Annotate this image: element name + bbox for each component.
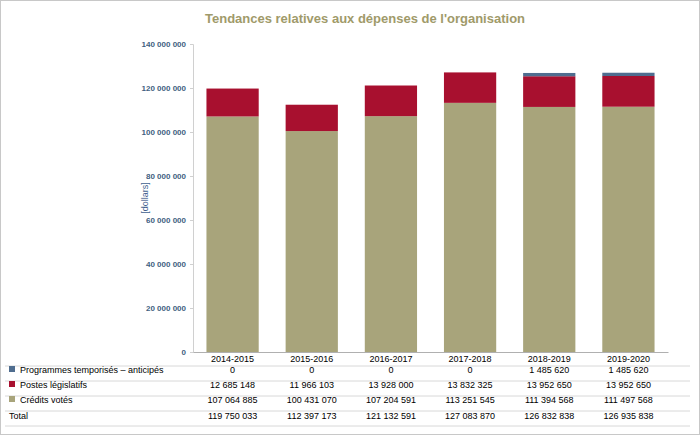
data-table: Programmes temporisés – anticipés 0 0 0 0 1 4… [5,365,690,426]
y-axis-title: [dollars] [140,182,150,214]
y-tick-mark [190,44,193,45]
bar [365,86,417,117]
x-tick: 2015-2016 [290,352,333,364]
y-tick: 140 000 000 [142,40,194,49]
y-tick-label: 60 000 000 [146,216,187,225]
bar [444,103,496,352]
y-tick-mark [190,176,193,177]
y-tick: 80 000 000 [146,172,193,181]
y-axis-line [190,45,194,353]
x-axis: 2014-2015 2015-2016 2016-2017 2017-2018 2018… [194,352,669,364]
table-value: 0 [309,365,314,375]
y-tick: 20 000 000 [146,304,193,313]
bar [206,88,258,89]
bar [206,116,258,352]
table-value: 0 [468,365,473,375]
table-value: 12 685 148 [210,380,255,390]
table-rule [5,381,690,382]
y-tick: 100 000 000 [142,128,194,137]
table-value: 113 251 545 [445,395,494,405]
x-tick: 2014-2015 [211,352,254,364]
bar [365,85,417,86]
chart: Tendances relatives aux dépenses de l'or… [0,0,700,435]
table-rule [5,426,690,427]
frame [1,1,700,435]
y-tick-label: 40 000 000 [146,260,187,269]
x-tick-label: 2016-2017 [369,354,412,364]
y-tick-label: 100 000 000 [142,128,187,137]
bar [602,76,654,107]
x-tick-label: 2014-2015 [211,354,254,364]
total-value: 126 935 838 [603,411,653,421]
legend-swatch [9,396,15,402]
legend-swatch [9,366,15,372]
total-value: 112 397 173 [287,411,336,421]
table-value: 107 064 885 [208,395,258,405]
bar [602,107,654,352]
bars [206,72,654,352]
bar [444,72,496,73]
y-tick-label: 0 [182,348,187,357]
x-tick: 2016-2017 [369,352,412,364]
table-value: 1 485 620 [608,365,648,375]
y-tick-mark [190,132,193,133]
bar [206,89,258,117]
y-tick-label: 120 000 000 [142,84,187,93]
x-tick-label: 2017-2018 [449,354,492,364]
table-value: 13 928 000 [368,380,413,390]
x-axis-line [194,352,669,353]
y-tick-mark [190,88,193,89]
table-value: 100 431 070 [287,395,337,405]
x-tick-label: 2019-2020 [607,354,650,364]
legend-swatch [9,381,15,387]
y-axis: 0 20 000 000 40 000 000 60 000 000 80 000 00… [142,40,194,357]
x-tick-label: 2018-2019 [528,354,571,364]
table-value: 13 832 325 [448,380,493,390]
table-rule [5,411,690,412]
y-tick: 40 000 000 [146,260,193,269]
y-tick-label: 20 000 000 [146,304,187,313]
legend-label: Postes législatifs [20,380,88,390]
legend-label: Crédits votés [20,395,73,405]
table-value: 1 485 620 [529,365,569,375]
x-tick: 2017-2018 [449,352,492,364]
x-tick: 2018-2019 [528,352,571,364]
table-value: 11 966 103 [290,380,334,390]
table-value: 111 497 568 [604,395,653,405]
total-label: Total [9,411,28,421]
bar [523,76,575,107]
y-tick: 60 000 000 [146,216,193,225]
bar [286,105,338,131]
y-tick: 120 000 000 [142,84,194,93]
title: Tendances relatives aux dépenses de l'or… [205,11,525,26]
table-rule [5,396,690,397]
bar [602,73,654,76]
y-tick-mark [190,308,193,309]
x-tick: 2019-2020 [607,352,650,364]
bar [444,72,496,102]
total-value: 119 750 033 [208,411,257,421]
total-value: 127 083 870 [445,411,495,421]
y-tick-mark [190,264,193,265]
table-value: 13 952 650 [527,380,572,390]
y-tick-label: 140 000 000 [142,40,187,49]
bar [523,107,575,352]
bar [523,73,575,76]
bar [286,131,338,352]
table-value: 0 [388,365,393,375]
total-value: 126 832 838 [524,411,574,421]
y-tick-mark [190,220,193,221]
table-value: 0 [230,365,235,375]
bar [286,104,338,105]
table-value: 107 204 591 [366,395,416,405]
table-value: 111 394 568 [525,395,574,405]
y-tick-label: 80 000 000 [146,172,187,181]
total-value: 121 132 591 [366,411,416,421]
y-tick-mark [190,352,193,353]
table-value: 13 952 650 [606,380,651,390]
y-tick: 0 [182,348,193,357]
legend-label: Programmes temporisés – anticipés [20,365,164,375]
x-tick-label: 2015-2016 [290,354,333,364]
bar [365,116,417,352]
